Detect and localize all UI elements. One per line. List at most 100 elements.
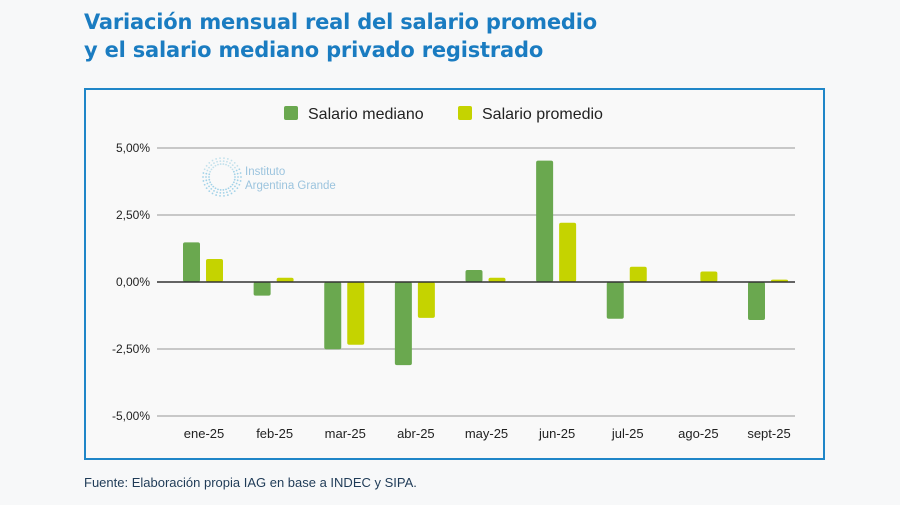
watermark-logo-dot xyxy=(234,176,236,178)
watermark-logo-dot xyxy=(215,194,218,196)
watermark-logo-dot xyxy=(235,169,238,172)
watermark-logo-dot xyxy=(236,179,239,182)
watermark-logo-dot xyxy=(240,176,242,178)
watermark-logo-dot xyxy=(205,172,208,175)
x-tick-label: may-25 xyxy=(465,426,508,441)
legend-label: Salario mediano xyxy=(308,106,424,123)
watermark-logo-dot xyxy=(223,194,225,197)
x-tick-label: feb-25 xyxy=(256,426,293,441)
watermark-logo-dot xyxy=(233,173,236,176)
watermark-logo-dot xyxy=(215,158,218,160)
watermark-logo-dot xyxy=(219,194,221,197)
watermark-logo-dot xyxy=(239,172,242,174)
watermark-logo-dot xyxy=(208,178,211,181)
watermark-logo-dot xyxy=(202,180,205,182)
watermark-logo-dot xyxy=(233,190,236,193)
watermark-logo-dot xyxy=(208,166,210,169)
watermark-logo-dot xyxy=(214,164,217,167)
watermark-logo-dot xyxy=(229,166,232,169)
bar-promedio xyxy=(417,282,435,318)
watermark-logo-dot xyxy=(231,183,234,186)
watermark-logo-dot xyxy=(202,176,204,178)
watermark-logo-dot xyxy=(230,192,233,195)
watermark-logo-dot xyxy=(226,191,228,194)
watermark-logo-dot xyxy=(210,183,213,186)
watermark-logo-dot xyxy=(216,160,218,163)
watermark-logo-dot xyxy=(211,159,214,162)
x-tick-label: mar-25 xyxy=(325,426,366,441)
watermark-logo-dot xyxy=(234,185,236,188)
title-line-1: Variación mensual real del salario prome… xyxy=(84,10,597,34)
x-tick-label: abr-25 xyxy=(397,426,435,441)
watermark-logo-dot xyxy=(208,190,211,193)
x-tick-label: ene-25 xyxy=(184,426,224,441)
watermark-logo-dot xyxy=(238,183,241,186)
watermark-logo-dot xyxy=(233,161,236,164)
legend-swatch xyxy=(284,106,298,120)
y-tick-label: -2,50% xyxy=(112,342,150,356)
chart-title: Variación mensual real del salario prome… xyxy=(84,8,597,64)
bar-mediano xyxy=(536,160,554,282)
watermark-logo-dot xyxy=(229,185,232,188)
bar-promedio xyxy=(206,258,223,282)
y-tick-label: 2,50% xyxy=(116,208,150,222)
x-tick-label: sept-25 xyxy=(747,426,790,441)
watermark-logo-dot xyxy=(236,172,239,175)
watermark-logo-dot xyxy=(225,163,227,166)
y-tick-label: 5,00% xyxy=(116,141,150,155)
watermark-logo-dot xyxy=(239,180,242,182)
watermark-logo-dot xyxy=(222,189,225,191)
watermark-text: Instituto xyxy=(245,166,285,178)
watermark-logo-dot xyxy=(223,157,225,160)
watermark-logo-dot xyxy=(203,183,206,186)
watermark-logo-dot xyxy=(222,192,225,194)
bar-mediano xyxy=(748,282,765,321)
watermark-logo-dot xyxy=(205,164,208,167)
bar-mediano xyxy=(465,269,483,282)
bar-promedio xyxy=(488,277,506,282)
watermark-logo-dot xyxy=(219,157,221,160)
y-tick-label: -5,00% xyxy=(112,409,150,423)
watermark-logo-dot xyxy=(219,163,222,165)
watermark-logo-dot xyxy=(217,188,219,191)
watermark-logo-dot xyxy=(219,192,222,194)
watermark-logo-dot xyxy=(230,159,233,162)
watermark-logo-dot xyxy=(233,178,236,181)
bar-mediano xyxy=(394,282,412,366)
watermark-logo-dot xyxy=(231,187,234,190)
watermark-logo-dot xyxy=(229,189,231,192)
watermark-logo-dot xyxy=(237,176,239,178)
watermark-logo-dot xyxy=(205,179,208,182)
bar-promedio xyxy=(276,277,294,282)
watermark-logo-dot xyxy=(212,185,215,188)
watermark-logo-dot xyxy=(208,176,210,178)
watermark-logo-dot xyxy=(209,181,212,184)
watermark-logo-dot xyxy=(206,182,209,185)
source-note: Fuente: Elaboración propia IAG en base a… xyxy=(84,475,417,490)
watermark-logo-dot xyxy=(214,187,217,190)
watermark-logo-dot xyxy=(210,187,213,190)
watermark-logo-dot xyxy=(227,164,230,167)
watermark-logo-dot xyxy=(210,168,213,171)
watermark-logo-dot xyxy=(234,166,236,169)
watermark-logo-dot xyxy=(227,187,230,190)
watermark-logo-dot xyxy=(210,164,213,167)
bar-mediano xyxy=(324,282,342,350)
legend-swatch xyxy=(458,106,472,120)
watermark-logo-dot xyxy=(225,188,227,191)
x-tick-label: ago-25 xyxy=(678,426,718,441)
legend-label: Salario promedio xyxy=(482,106,603,123)
x-tick-label: jun-25 xyxy=(538,426,575,441)
watermark-logo-dot xyxy=(236,164,239,167)
watermark-logo-dot xyxy=(235,182,238,185)
bar-mediano xyxy=(606,282,624,319)
watermark-logo-dot xyxy=(236,187,239,190)
watermark-logo-dot xyxy=(203,168,206,171)
watermark-logo-dot xyxy=(209,170,212,173)
watermark-logo-dot xyxy=(211,192,214,195)
bar-promedio xyxy=(629,266,647,282)
x-tick-label: jul-25 xyxy=(611,426,644,441)
watermark-logo-dot xyxy=(213,189,215,192)
watermark-logo-dot xyxy=(222,160,225,162)
